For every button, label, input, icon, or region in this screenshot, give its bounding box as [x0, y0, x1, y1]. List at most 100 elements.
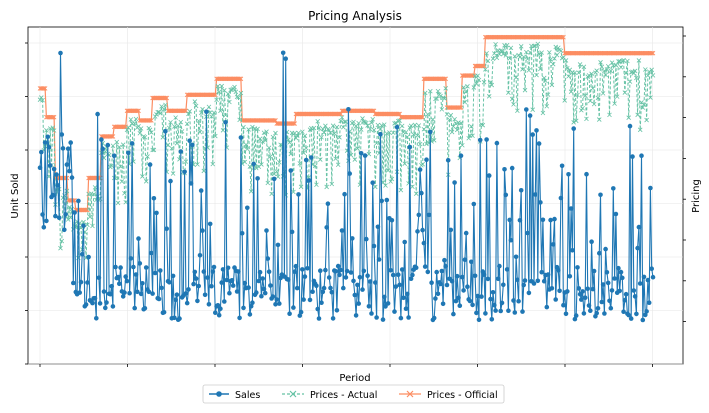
- actual-price-point: [211, 110, 217, 115]
- actual-price-point: [44, 128, 49, 133]
- actual-price-point: [38, 95, 44, 100]
- actual-price-point: [626, 115, 631, 120]
- actual-price-point: [179, 129, 185, 134]
- sales-point: [384, 197, 390, 203]
- sales-point: [140, 281, 145, 286]
- sales-point: [131, 264, 136, 270]
- sales-point: [92, 295, 98, 301]
- sales-point: [575, 265, 580, 270]
- sales-point: [111, 153, 117, 158]
- sales-point: [53, 213, 58, 219]
- sales-point: [604, 270, 610, 275]
- sales-point: [465, 284, 470, 290]
- sales-point: [439, 268, 445, 274]
- actual-price-point: [143, 179, 149, 184]
- sales-point: [164, 226, 169, 231]
- sales-point: [196, 283, 201, 289]
- sales-point: [559, 163, 565, 169]
- sales-point: [380, 317, 386, 322]
- actual-price-point: [297, 161, 303, 166]
- actual-price-point: [544, 103, 550, 109]
- sales-point: [357, 274, 363, 280]
- actual-price-point: [599, 64, 605, 70]
- sales-point: [646, 300, 652, 306]
- sales-point: [337, 272, 342, 278]
- sales-point: [484, 137, 489, 142]
- sales-point: [192, 269, 198, 275]
- legend-actual-label: Prices - Actual: [310, 390, 377, 401]
- sales-point: [637, 281, 643, 286]
- sales-point: [471, 201, 477, 207]
- legend-official-label: Prices - Official: [427, 390, 498, 401]
- actual-price-point: [609, 60, 615, 65]
- sales-point: [403, 306, 409, 312]
- actual-price-point: [118, 164, 123, 169]
- actual-price-point: [408, 123, 414, 129]
- sales-point: [382, 294, 387, 300]
- official-price-point: [41, 86, 47, 91]
- actual-price-point: [91, 191, 97, 197]
- sales-point: [291, 305, 296, 310]
- sales-point: [83, 302, 89, 307]
- sales-point: [640, 317, 646, 323]
- actual-price-point: [422, 90, 428, 96]
- sales-point: [105, 142, 111, 148]
- sales-point: [353, 313, 359, 318]
- sales-point: [515, 277, 520, 283]
- sales-point: [147, 162, 153, 167]
- actual-price-point: [152, 114, 158, 119]
- actual-price-point: [637, 127, 643, 133]
- sales-point: [168, 178, 173, 184]
- sales-point: [77, 290, 82, 295]
- sales-point: [126, 150, 131, 156]
- actual-price-point: [312, 163, 318, 169]
- actual-price-point: [142, 134, 148, 140]
- sales-point: [534, 128, 539, 133]
- actual-price-point: [530, 107, 535, 112]
- actual-price-point: [210, 161, 216, 167]
- sales-point: [223, 120, 228, 125]
- sales-point: [277, 301, 282, 306]
- actual-price-point: [338, 118, 344, 124]
- sales-point: [541, 278, 547, 284]
- sales-point: [320, 289, 326, 295]
- actual-price-point: [388, 179, 393, 184]
- sales-point: [402, 239, 408, 245]
- actual-price-point: [525, 56, 530, 62]
- sales-point: [533, 192, 538, 197]
- official-price-point: [72, 198, 77, 203]
- sales-point: [485, 276, 491, 282]
- sales-point: [452, 180, 457, 185]
- actual-price-point: [64, 188, 70, 194]
- actual-price-point: [294, 133, 300, 139]
- official-price-point: [559, 34, 565, 40]
- actual-price-point: [332, 131, 337, 136]
- actual-price-point: [521, 54, 527, 60]
- sales-point: [553, 297, 558, 302]
- actual-price-point: [605, 63, 611, 69]
- actual-price-point: [40, 97, 45, 103]
- sales-point: [260, 276, 266, 281]
- sales-point: [124, 278, 130, 284]
- sales-point: [151, 196, 157, 201]
- sales-point: [401, 295, 406, 301]
- actual-price-point: [58, 245, 63, 251]
- sales-point: [388, 268, 394, 273]
- actual-price-point: [566, 74, 571, 79]
- sales-point: [227, 290, 232, 296]
- actual-price-point: [163, 102, 168, 108]
- actual-price-point: [474, 81, 479, 87]
- official-price-point: [123, 124, 129, 130]
- actual-price-point: [379, 123, 384, 128]
- sales-point: [135, 289, 140, 295]
- actual-price-point: [317, 157, 323, 162]
- sales-point: [39, 149, 44, 155]
- actual-price-point: [128, 117, 134, 122]
- actual-price-point: [335, 162, 341, 168]
- sales-point: [556, 268, 561, 273]
- sales-point: [513, 254, 519, 260]
- sales-point: [568, 206, 574, 211]
- actual-price-point: [576, 70, 582, 76]
- sales-point: [630, 154, 635, 159]
